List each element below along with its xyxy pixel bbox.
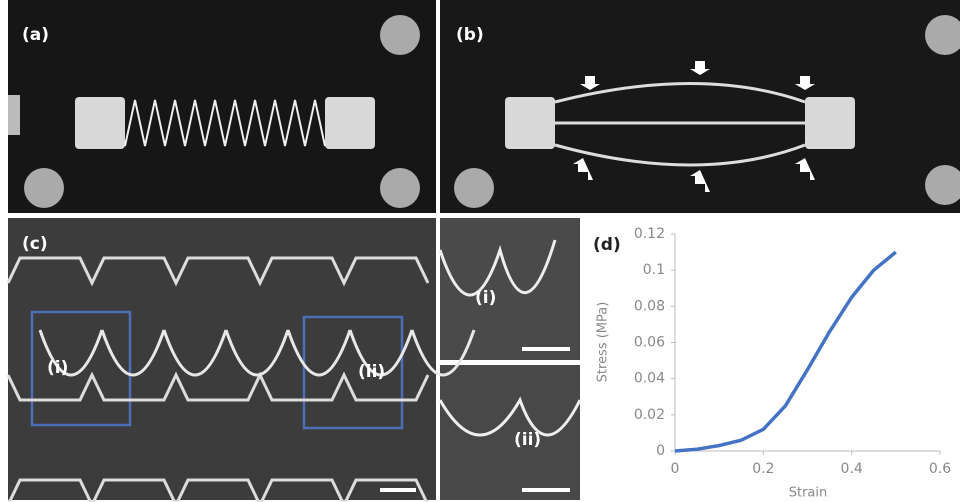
lattice (100, 329, 166, 377)
panel-label: (a) (22, 25, 49, 45)
y-tick-label: 0.02 (634, 407, 665, 423)
arrow (795, 76, 815, 90)
photo-i (440, 218, 580, 360)
lattice (554, 82, 806, 167)
photos (6, 0, 960, 502)
x-tick-label: 0 (671, 461, 680, 477)
screw (380, 15, 420, 55)
inset-box (302, 315, 404, 430)
lattice (348, 329, 414, 377)
lattice (410, 329, 476, 377)
panel-label: (d) (593, 235, 621, 255)
arrow (573, 158, 593, 180)
inset-label: (ii) (514, 430, 541, 450)
y-tick-label: 0 (656, 443, 665, 459)
y-tick-label: 0.06 (634, 335, 665, 351)
lattice (7, 478, 429, 502)
arrow (580, 76, 600, 90)
arrow (690, 170, 710, 192)
panel-label: (b) (456, 25, 484, 45)
grip (325, 97, 375, 149)
lattice (224, 329, 290, 377)
lattice (286, 329, 352, 377)
photo-c (8, 218, 436, 500)
screw (925, 15, 960, 55)
inset-label: (ii) (358, 362, 385, 382)
screw (380, 168, 420, 208)
inset-box (30, 310, 132, 427)
grip (75, 97, 125, 149)
y-tick-label: 0.08 (634, 298, 665, 314)
y-tick-label: 0.04 (634, 371, 665, 387)
lattice (162, 329, 228, 377)
clamp (8, 95, 20, 135)
y-tick-label: 0.1 (643, 262, 665, 278)
lattice (6, 256, 430, 287)
screw (925, 165, 960, 205)
y-axis-label: Stress (MPa) (596, 302, 611, 383)
screw (454, 168, 494, 208)
grip (805, 97, 855, 149)
y-tick-label: 0.12 (634, 226, 665, 242)
x-axis-label: Strain (789, 486, 828, 501)
photo-ii (440, 365, 580, 500)
lattice (438, 239, 582, 437)
lattice (124, 99, 326, 147)
x-tick-label: 0.6 (929, 461, 951, 477)
x-tick-label: 0.4 (841, 461, 863, 477)
arrow (795, 158, 815, 180)
grip (505, 97, 555, 149)
inset-label: (i) (47, 358, 68, 378)
arrow (690, 61, 710, 75)
inset-label: (i) (475, 288, 496, 308)
screw (24, 168, 64, 208)
panel-label: (c) (22, 234, 48, 254)
lattice (38, 329, 104, 377)
data-line (674, 250, 897, 453)
lattice (6, 371, 430, 402)
x-tick-label: 0.2 (752, 461, 774, 477)
